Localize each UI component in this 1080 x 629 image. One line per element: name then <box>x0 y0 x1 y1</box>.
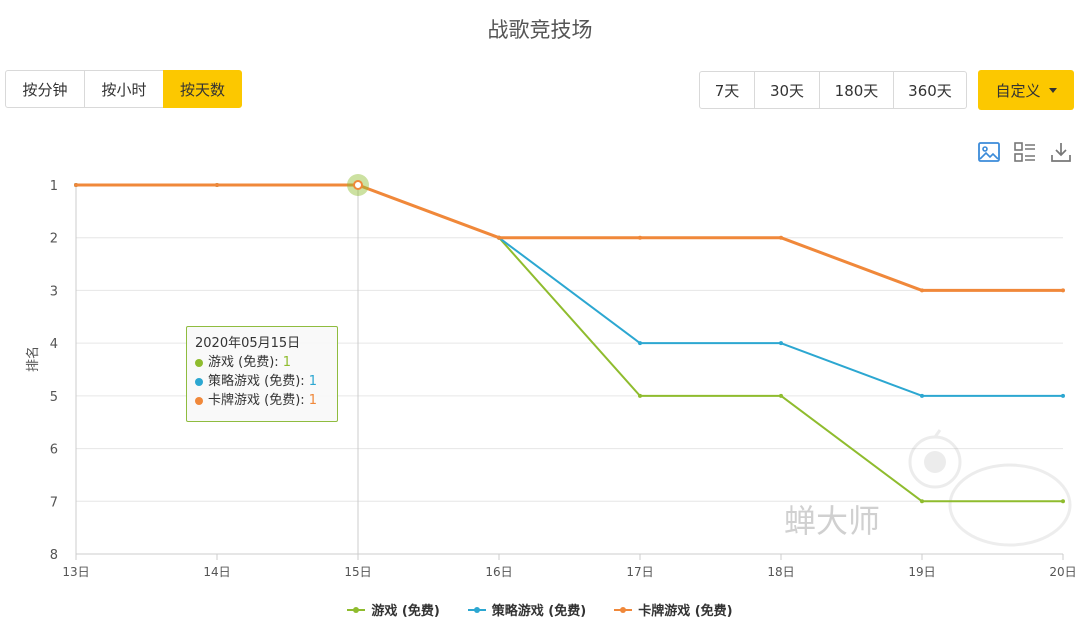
series-dot <box>195 396 203 405</box>
tooltip-row: 卡牌游戏 (免费): 1 <box>195 391 329 410</box>
y-tick-label: 8 <box>50 548 58 563</box>
legend-swatch <box>614 606 633 613</box>
data-point <box>779 235 783 240</box>
legend-item[interactable]: 卡牌游戏 (免费) <box>614 600 733 619</box>
image-icon[interactable] <box>977 140 1001 164</box>
data-point <box>779 393 783 398</box>
tooltip-series-name: 游戏 (免费) <box>208 355 275 370</box>
y-tick-label: 6 <box>50 443 58 458</box>
per-minute-button[interactable]: 按分钟 <box>5 70 85 108</box>
tooltip-series-value: 1 <box>308 393 318 408</box>
data-point <box>638 341 642 346</box>
tooltip-row: 游戏 (免费): 1 <box>195 353 329 372</box>
series-line <box>76 183 1063 292</box>
tooltip-row: 策略游戏 (免费): 1 <box>195 372 329 391</box>
data-point <box>638 235 642 240</box>
list-icon[interactable] <box>1013 140 1037 164</box>
y-tick-label: 5 <box>50 390 58 405</box>
y-tick-label: 7 <box>50 495 58 510</box>
legend-label: 卡牌游戏 (免费) <box>638 604 733 619</box>
y-tick-label: 3 <box>50 284 58 299</box>
x-tick-label: 15日 <box>344 565 371 579</box>
series-dot <box>195 377 203 386</box>
data-point <box>1061 499 1065 504</box>
legend-label: 游戏 (免费) <box>371 604 440 619</box>
x-tick-label: 13日 <box>62 565 89 579</box>
range-180-days-button[interactable]: 180天 <box>819 71 894 109</box>
data-point <box>1061 393 1065 398</box>
granularity-toggle: 按分钟 按小时 按天数 <box>5 70 242 108</box>
legend-swatch <box>347 606 366 613</box>
cicada-watermark-icon <box>908 429 1072 547</box>
y-tick-label: 4 <box>50 337 58 352</box>
data-point <box>920 393 924 398</box>
x-tick-label: 14日 <box>203 565 230 579</box>
data-point <box>920 288 924 293</box>
tooltip-series-value: 1 <box>308 374 318 389</box>
chart-tooltip: 2020年05月15日 游戏 (免费): 1 策略游戏 (免费): 1 卡牌游戏… <box>186 326 338 422</box>
legend-label: 策略游戏 (免费) <box>491 604 587 619</box>
data-point <box>779 341 783 346</box>
x-tick-label: 19日 <box>908 565 935 579</box>
chevron-down-icon <box>1048 87 1057 93</box>
per-day-button[interactable]: 按天数 <box>163 70 242 108</box>
data-point <box>920 499 924 504</box>
range-360-days-button[interactable]: 360天 <box>893 71 967 109</box>
series-dot <box>195 358 203 367</box>
legend-item[interactable]: 游戏 (免费) <box>347 600 440 619</box>
data-point <box>215 183 219 187</box>
data-point <box>74 183 78 187</box>
x-tick-label: 18日 <box>767 565 794 579</box>
tooltip-date: 2020年05月15日 <box>195 336 301 351</box>
download-icon[interactable] <box>1049 140 1073 164</box>
legend-item[interactable]: 策略游戏 (免费) <box>467 600 587 619</box>
data-point <box>638 393 642 398</box>
range-toggle: 7天 30天 180天 360天 <box>699 71 967 109</box>
chart-title: 战歌竞技场 <box>487 18 593 42</box>
chart-legend: 游戏 (免费) 策略游戏 (免费) 卡牌游戏 (免费) <box>0 600 1080 619</box>
legend-swatch <box>467 606 486 613</box>
data-point <box>497 235 501 240</box>
series-2 <box>74 183 1065 293</box>
y-tick-label: 1 <box>50 179 58 194</box>
tooltip-series-name: 卡牌游戏 (免费) <box>208 393 301 408</box>
tooltip-series-name: 策略游戏 (免费) <box>208 374 301 389</box>
data-point <box>1061 288 1065 293</box>
watermark-text: 蝉大师 <box>784 502 881 540</box>
tooltip-series-value: 1 <box>282 355 292 370</box>
y-tick-label: 2 <box>50 232 58 247</box>
x-tick-label: 17日 <box>626 565 653 579</box>
x-tick-label: 20日 <box>1049 565 1076 579</box>
x-tick-label: 16日 <box>485 565 512 579</box>
hover-point <box>353 180 363 190</box>
custom-range-label: 自定义 <box>995 81 1041 100</box>
custom-range-dropdown[interactable]: 自定义 <box>978 70 1074 110</box>
